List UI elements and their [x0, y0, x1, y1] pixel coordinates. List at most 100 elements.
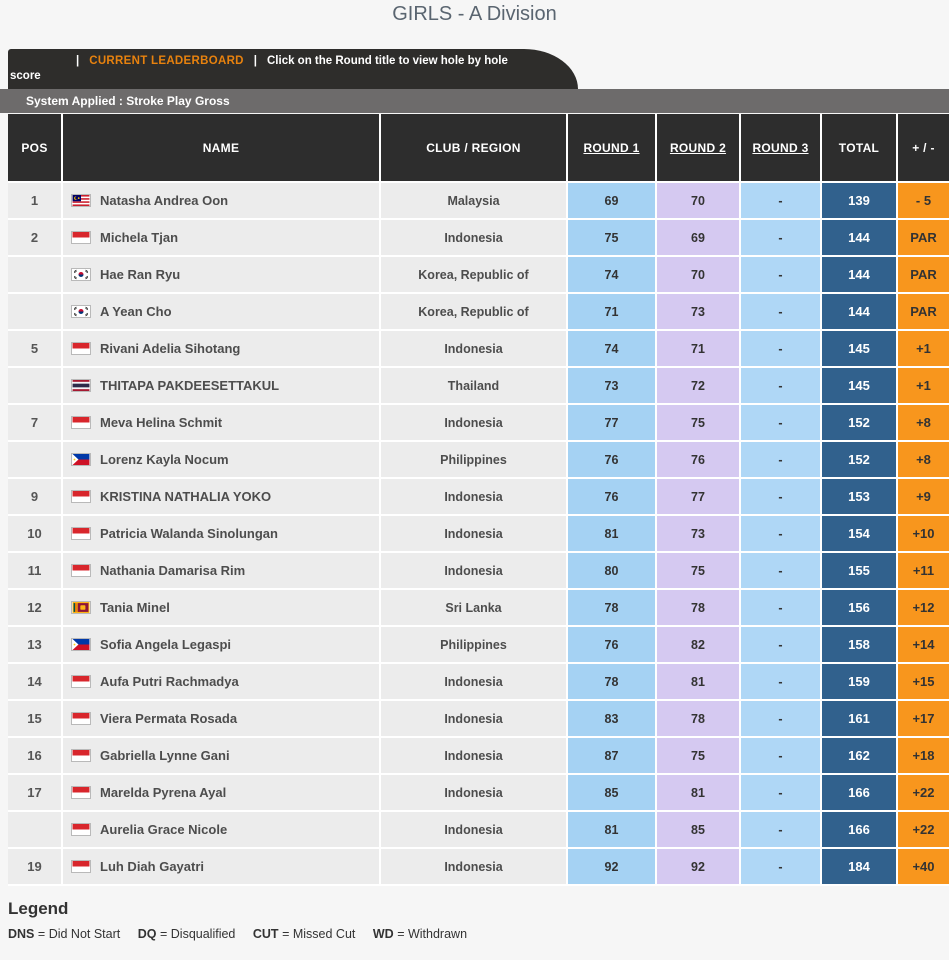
plus-minus-cell: +9 [897, 478, 949, 516]
round1-score-cell: 78 [567, 663, 657, 701]
leaderboard-tab: | CURRENT LEADERBOARD | Click on the Round … [8, 49, 578, 89]
table-row: Hae Ran Ryu Korea, Republic of 74 70-144 PAR [8, 256, 949, 294]
club-region-cell: Indonesia [380, 404, 568, 442]
separator-pipe: | [76, 55, 80, 67]
player-cell: Marelda Pyrena Ayal [62, 774, 381, 812]
flag-indonesia-icon [71, 749, 91, 762]
round3-score-cell: - [740, 367, 822, 405]
club-region-cell: Sri Lanka [380, 589, 568, 627]
flag-indonesia-icon [71, 860, 91, 873]
table-row: 19 Luh Diah Gayatri Indonesia 92 92-184 +40 [8, 848, 949, 886]
player-cell: Gabriella Lynne Gani [62, 737, 381, 775]
legend: Legend DNS = Did Not Start DQ = Disquali… [8, 899, 949, 941]
round3-score-cell: - [740, 589, 822, 627]
page-title: GIRLS - A Division [392, 3, 557, 25]
club-region-cell: Indonesia [380, 811, 568, 849]
round1-score-cell: 74 [567, 330, 657, 368]
player-cell: Hae Ran Ryu [62, 256, 381, 294]
club-region-cell: Indonesia [380, 478, 568, 516]
plus-minus-cell: PAR [897, 219, 949, 257]
round1-score-cell: 76 [567, 478, 657, 516]
round3-score-cell: - [740, 182, 822, 220]
player-name: Tania Minel [100, 600, 170, 615]
legend-items: DNS = Did Not Start DQ = Disqualified CU… [8, 927, 949, 941]
round1-score-cell: 81 [567, 515, 657, 553]
player-name: Sofia Angela Legaspi [100, 637, 231, 652]
table-row: Aurelia Grace Nicole Indonesia 81 85-166 +22 [8, 811, 949, 849]
player-name: Hae Ran Ryu [100, 267, 181, 282]
legend-meaning: Did Not Start [48, 927, 121, 941]
round3-score-cell: - [740, 256, 822, 294]
player-name: Nathania Damarisa Rim [100, 563, 246, 578]
player-cell: Natasha Andrea Oon [62, 182, 381, 220]
plus-minus-cell: +8 [897, 404, 949, 442]
legend-separator: = [282, 927, 290, 941]
plus-minus-cell: - 5 [897, 182, 949, 220]
player-name: Aurelia Grace Nicole [100, 822, 228, 837]
round2-header-link[interactable]: ROUND 2 [669, 140, 727, 155]
club-region-cell: Philippines [380, 626, 568, 664]
total-score-cell: 184 [821, 848, 898, 886]
table-row: 13 Sofia Angela Legaspi Philippines 76 82-15… [8, 626, 949, 664]
club-region-cell: Korea, Republic of [380, 256, 568, 294]
round3-score-cell: - [740, 515, 822, 553]
round1-score-cell: 85 [567, 774, 657, 812]
table-row: THITAPA PAKDEESETTAKUL Thailand 73 72-145 +1 [8, 367, 949, 405]
total-score-cell: 152 [821, 404, 898, 442]
pos-cell: 19 [8, 848, 63, 886]
leaderboard-table: POS NAME CLUB / REGION ROUND 1 ROUND 2 R… [8, 114, 949, 886]
round2-score-cell: 81 [656, 663, 741, 701]
legend-separator: = [159, 927, 168, 941]
pos-cell [8, 256, 63, 294]
plus-minus-cell: PAR [897, 256, 949, 294]
flag-indonesia-icon [71, 527, 91, 540]
round2-score-cell: 73 [656, 515, 741, 553]
table-row: 5 Rivani Adelia Sihotang Indonesia 74 71-145… [8, 330, 949, 368]
table-row: 10 Patricia Walanda Sinolungan Indonesia 81… [8, 515, 949, 553]
plus-minus-cell: +12 [897, 589, 949, 627]
header-total: TOTAL [821, 114, 898, 183]
club-region-cell: Indonesia [380, 700, 568, 738]
round1-header-link[interactable]: ROUND 1 [583, 140, 640, 155]
player-cell: Aurelia Grace Nicole [62, 811, 381, 849]
round3-score-cell: - [740, 848, 822, 886]
flag-indonesia-icon [71, 564, 91, 577]
player-name: Viera Permata Rosada [100, 711, 238, 726]
round2-score-cell: 71 [656, 330, 741, 368]
round3-score-cell: - [740, 663, 822, 701]
player-name: Natasha Andrea Oon [100, 193, 229, 208]
total-score-cell: 162 [821, 737, 898, 775]
round3-header-link[interactable]: ROUND 3 [752, 140, 809, 155]
round2-score-cell: 76 [656, 441, 741, 479]
current-leaderboard-link[interactable]: CURRENT LEADERBOARD [89, 55, 244, 67]
round2-score-cell: 85 [656, 811, 741, 849]
round3-score-cell: - [740, 737, 822, 775]
legend-item-dq: DQ = Disqualified [138, 927, 236, 941]
plus-minus-cell: +1 [897, 367, 949, 405]
player-name: Patricia Walanda Sinolungan [100, 526, 278, 541]
header-plus-minus: + / - [897, 114, 949, 183]
pos-cell [8, 367, 63, 405]
header-pos: POS [8, 114, 63, 183]
table-row: A Yean Cho Korea, Republic of 71 73-144 PAR [8, 293, 949, 331]
pos-cell [8, 441, 63, 479]
table-row: 12 Tania Minel Sri Lanka 78 78-156 +12 [8, 589, 949, 627]
round2-score-cell: 70 [656, 182, 741, 220]
pos-cell: 9 [8, 478, 63, 516]
table-row: 11 Nathania Damarisa Rim Indonesia 80 75-155… [8, 552, 949, 590]
player-name: Michela Tjan [100, 230, 179, 245]
pos-cell: 14 [8, 663, 63, 701]
total-score-cell: 145 [821, 367, 898, 405]
total-score-cell: 153 [821, 478, 898, 516]
flag-philippines-icon [71, 453, 91, 466]
legend-meaning: Withdrawn [407, 927, 468, 941]
round2-score-cell: 70 [656, 256, 741, 294]
flag-korea-icon [71, 305, 91, 318]
round1-score-cell: 76 [567, 626, 657, 664]
table-header-row: POS NAME CLUB / REGION ROUND 1 ROUND 2 R… [8, 114, 949, 183]
plus-minus-cell: +14 [897, 626, 949, 664]
total-score-cell: 159 [821, 663, 898, 701]
round1-score-cell: 80 [567, 552, 657, 590]
round2-score-cell: 78 [656, 700, 741, 738]
plus-minus-cell: +22 [897, 811, 949, 849]
